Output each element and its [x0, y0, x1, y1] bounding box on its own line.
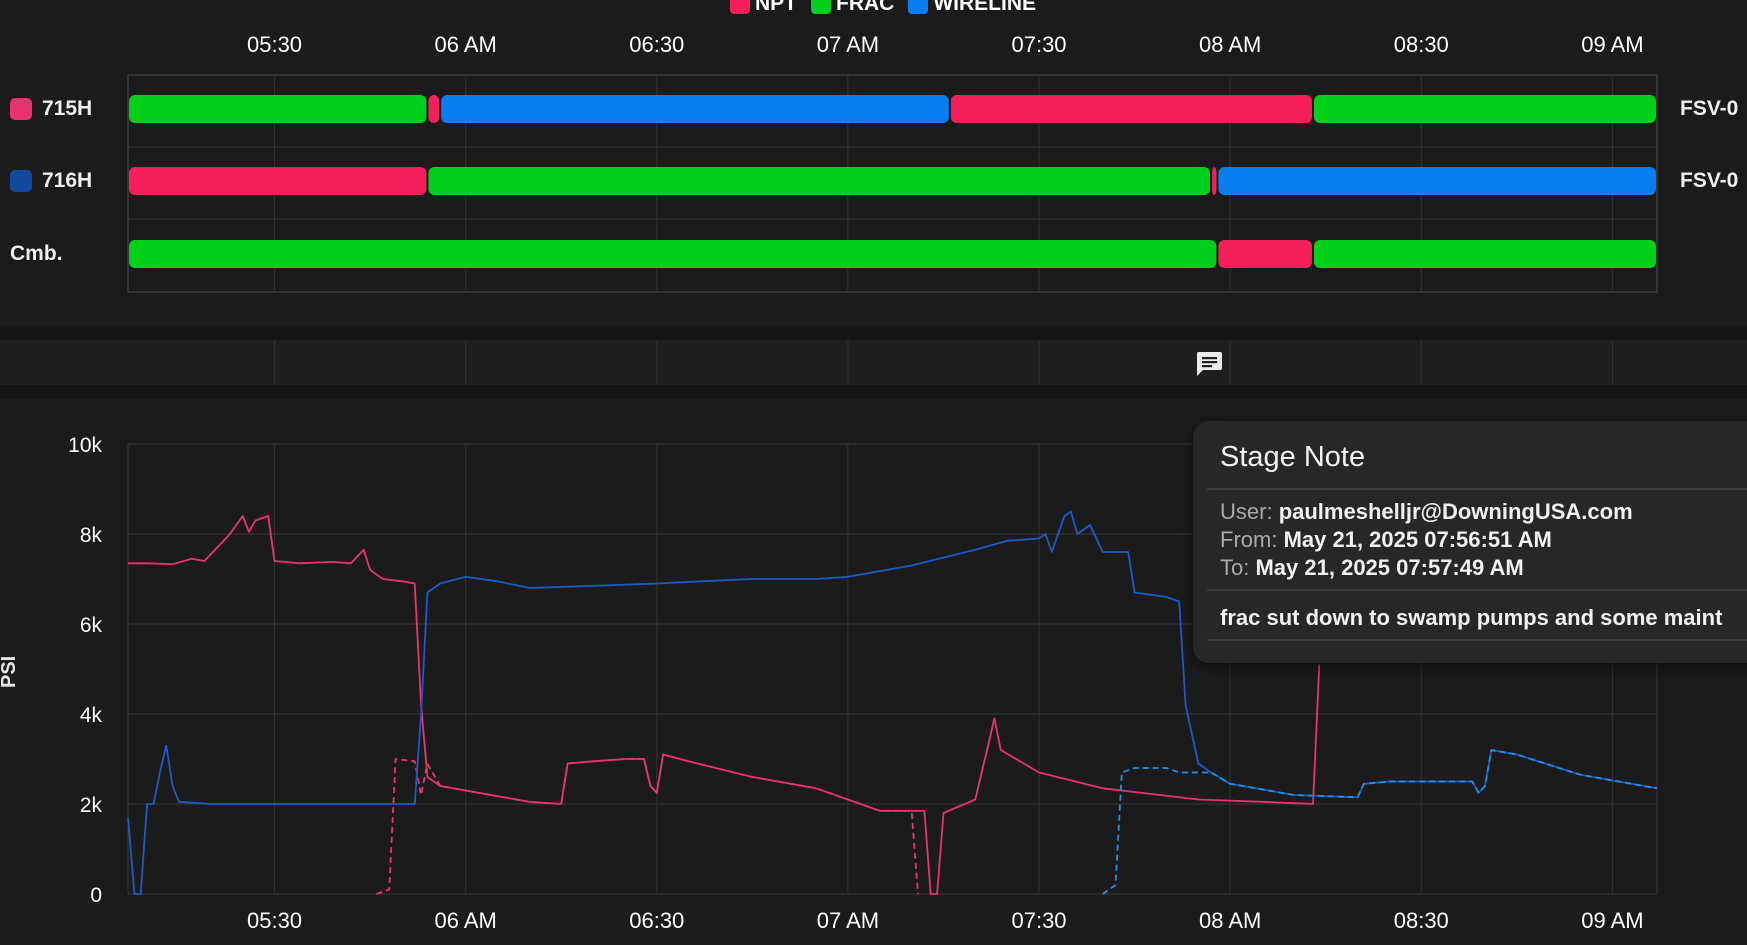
- timeline-segment-wireline[interactable]: [441, 95, 949, 123]
- chart-x-tick-label: 08 AM: [1199, 908, 1261, 933]
- tooltip-title: Stage Note: [1220, 441, 1366, 473]
- chart-y-tick-label: 4k: [80, 704, 103, 727]
- timeline-segment-npt[interactable]: [950, 95, 1312, 123]
- chart-y-tick-label: 0: [90, 884, 102, 907]
- timeline-segment-frac[interactable]: [428, 167, 1211, 195]
- legend-label-wireline: WIRELINE: [933, 0, 1036, 15]
- timeline-row-label-715h: 715H: [10, 95, 92, 123]
- legend-swatch-wireline: [908, 0, 929, 14]
- timeline-segment-frac[interactable]: [1313, 240, 1656, 268]
- timeline-segment-frac[interactable]: [1313, 95, 1656, 123]
- timeline-x-tick-label: 07 AM: [817, 32, 879, 57]
- tooltip-to-line: To: May 21, 2025 07:57:49 AM: [1220, 555, 1524, 581]
- tooltip-divider-bottom: [1207, 639, 1747, 641]
- row-label-716h-text: 716H: [42, 169, 93, 192]
- chart-x-tick-label: 06 AM: [434, 908, 496, 933]
- tooltip-user-value: paulmeshelljr@DowningUSA.com: [1278, 499, 1633, 524]
- tooltip-user-line: User: paulmeshelljr@DowningUSA.com: [1220, 499, 1633, 525]
- notes-strip-grid: [274, 340, 1613, 385]
- timeline-segment-npt[interactable]: [428, 95, 440, 123]
- row-swatch-716h: [10, 170, 32, 192]
- legend-label-frac: FRAC: [836, 0, 895, 15]
- pressure-line-715h: [128, 515, 1321, 895]
- chart-x-tick-label: 08:30: [1394, 908, 1449, 933]
- chart-x-tick-label: 06:30: [629, 908, 684, 933]
- timeline-row-label-716h: 716H: [10, 167, 92, 195]
- row-label-cmb-text: Cmb.: [10, 242, 63, 265]
- stage-note-tooltip: Stage Note User: paulmeshelljr@DowningUS…: [1193, 421, 1747, 663]
- chart-y-tick-label: 10k: [68, 434, 102, 457]
- chart-x-tick-label: 09 AM: [1581, 908, 1643, 933]
- pressure-chart-y-axis: 10k 8k 6k 4k 2k 0: [68, 434, 102, 907]
- legend-item-frac[interactable]: FRAC: [811, 0, 894, 16]
- timeline-x-tick-label: 08 AM: [1199, 32, 1261, 57]
- chart-y-tick-label: 6k: [80, 614, 103, 637]
- pressure-chart-series: [127, 510, 1658, 895]
- legend-label-npt: NPT: [755, 0, 797, 15]
- legend-item-npt[interactable]: NPT: [730, 0, 797, 16]
- timeline-x-axis: 05:30 06 AM 06:30 07 AM 07:30 08 AM 08:30 09 AM: [247, 32, 1644, 57]
- timeline-frame: [127, 74, 1658, 293]
- comment-icon[interactable]: [1195, 351, 1223, 377]
- pressure-line-715h-dashed: [376, 753, 919, 895]
- tooltip-divider-middle: [1207, 589, 1747, 591]
- notes-strip: [0, 340, 1747, 385]
- timeline-segment-frac[interactable]: [129, 95, 427, 123]
- chart-y-tick-label: 2k: [80, 794, 103, 817]
- chart-x-tick-label: 05:30: [247, 908, 302, 933]
- pressure-chart-x-axis: 05:30 06 AM 06:30 07 AM 07:30 08 AM 08:30 09 AM: [247, 908, 1644, 933]
- timeline-x-tick-label: 05:30: [247, 32, 302, 57]
- tooltip-divider-top: [1207, 488, 1747, 490]
- row-right-label-715h: FSV-0: [1680, 97, 1739, 120]
- legend-swatch-npt: [730, 0, 750, 14]
- legend-item-wireline[interactable]: WIRELINE: [908, 0, 1036, 16]
- timeline-row-label-cmb: Cmb.: [10, 240, 63, 268]
- row-swatch-715h: [10, 98, 32, 120]
- tooltip-from-line: From: May 21, 2025 07:56:51 AM: [1220, 527, 1552, 553]
- tooltip-from-key: From:: [1220, 527, 1278, 552]
- panel-divider-top: [0, 326, 1747, 340]
- tooltip-user-key: User:: [1220, 499, 1273, 524]
- tooltip-to-key: To:: [1220, 555, 1250, 580]
- legend-swatch-frac: [811, 0, 831, 14]
- timeline-x-tick-label: 06:30: [629, 32, 684, 57]
- timeline-bars: [129, 95, 1656, 268]
- chart-x-tick-label: 07 AM: [817, 908, 879, 933]
- tooltip-message: frac sut down to swamp pumps and some ma…: [1220, 605, 1723, 630]
- chart-y-tick-label: 8k: [80, 524, 103, 547]
- y-axis-title: PSI: [0, 655, 20, 688]
- timeline-segment-npt[interactable]: [1218, 240, 1312, 268]
- tooltip-to-value: May 21, 2025 07:57:49 AM: [1255, 555, 1524, 580]
- timeline-segment-wireline[interactable]: [1218, 167, 1656, 195]
- pressure-line-716h-dashed: [1102, 749, 1658, 895]
- timeline-segment-frac[interactable]: [129, 240, 1217, 268]
- status-legend: NPT FRAC WIRELINE: [730, 0, 1036, 16]
- timeline-x-tick-label: 07:30: [1011, 32, 1066, 57]
- timeline-x-tick-label: 06 AM: [434, 32, 496, 57]
- panel-divider-bottom: [0, 385, 1747, 399]
- timeline-segment-npt[interactable]: [1212, 167, 1217, 195]
- tooltip-from-value: May 21, 2025 07:56:51 AM: [1283, 527, 1552, 552]
- chart-x-tick-label: 07:30: [1011, 908, 1066, 933]
- timeline-segment-npt[interactable]: [129, 167, 427, 195]
- timeline-x-tick-label: 08:30: [1394, 32, 1449, 57]
- row-right-label-716h: FSV-0: [1680, 169, 1739, 192]
- row-label-715h-text: 715H: [42, 97, 93, 120]
- timeline-x-tick-label: 09 AM: [1581, 32, 1643, 57]
